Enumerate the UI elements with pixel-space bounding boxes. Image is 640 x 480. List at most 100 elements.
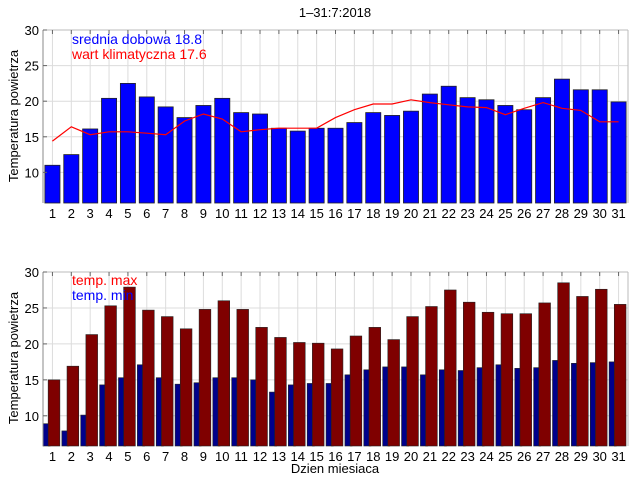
x-tick-label: 23 — [460, 449, 474, 464]
bar-max — [538, 302, 551, 447]
bar-mean — [403, 110, 419, 204]
bar-mean — [591, 89, 608, 204]
x-tick-label: 26 — [517, 206, 531, 221]
bar-max — [47, 379, 61, 447]
x-tick-label: 20 — [404, 449, 418, 464]
bar-max — [519, 313, 532, 447]
x-tick-label: 1 — [49, 206, 56, 221]
bar-mean — [233, 112, 250, 204]
y-tick-label: 15 — [25, 130, 39, 145]
x-tick-label: 2 — [68, 449, 75, 464]
bar-mean — [459, 97, 476, 204]
bar-mean — [516, 109, 533, 204]
x-tick-label: 7 — [162, 206, 169, 221]
bar-max — [104, 305, 117, 447]
bar-max — [198, 309, 212, 447]
bar-max — [387, 339, 400, 447]
bar-max — [425, 306, 438, 447]
y-tick-label: 20 — [25, 94, 39, 109]
bar-mean — [497, 105, 514, 204]
legend-mean: srednia dobowa 18.8 — [72, 31, 202, 47]
x-tick-label: 28 — [555, 206, 569, 221]
y-tick-label: 30 — [25, 265, 39, 280]
bar-mean — [308, 127, 325, 204]
y-tick-label: 25 — [25, 301, 39, 316]
bar-max — [481, 311, 495, 447]
bar-mean — [554, 78, 570, 204]
bar-mean — [63, 154, 80, 204]
bar-mean — [119, 82, 136, 204]
x-tick-label: 24 — [479, 206, 493, 221]
bar-mean — [327, 127, 344, 204]
x-tick-label: 12 — [253, 206, 267, 221]
x-tick-label: 26 — [517, 449, 531, 464]
bar-max — [123, 286, 136, 447]
bar-max — [217, 300, 231, 447]
bar-mean — [82, 128, 99, 204]
x-tick-label: 13 — [272, 206, 286, 221]
bar-max — [595, 288, 608, 447]
bar-mean — [252, 113, 268, 204]
x-tick-label: 18 — [366, 206, 380, 221]
bar-max — [406, 316, 419, 447]
bar-max — [463, 301, 476, 447]
bar-mean — [157, 106, 174, 204]
y-tick-label: 15 — [25, 373, 39, 388]
x-tick-label: 17 — [347, 206, 361, 221]
bar-max — [330, 348, 344, 447]
x-tick-label: 3 — [87, 206, 94, 221]
x-tick-label: 2 — [68, 206, 75, 221]
bar-mean — [289, 130, 306, 204]
x-tick-label: 6 — [143, 449, 150, 464]
bar-max — [274, 337, 287, 447]
x-tick-label: 1 — [49, 449, 56, 464]
x-tick-label: 7 — [162, 449, 169, 464]
x-tick-label: 30 — [592, 449, 606, 464]
x-tick-label: 19 — [385, 206, 399, 221]
bar-max — [557, 282, 570, 447]
bar-max — [368, 327, 381, 447]
bar-mean — [384, 115, 401, 204]
bar-mean — [440, 85, 457, 204]
bar-max — [293, 342, 306, 447]
bar-max — [613, 304, 627, 447]
bar-max — [161, 316, 174, 447]
x-tick-label: 29 — [574, 206, 588, 221]
x-tick-label: 18 — [366, 449, 380, 464]
x-tick-label: 15 — [309, 206, 323, 221]
y-tick-label: 20 — [25, 337, 39, 352]
bar-mean — [610, 101, 627, 204]
bar-mean — [101, 97, 117, 204]
bar-max — [255, 327, 268, 447]
bar-max — [142, 309, 155, 447]
x-tick-label: 11 — [234, 449, 248, 464]
bar-mean — [138, 96, 155, 204]
y-tick-label: 10 — [25, 409, 39, 424]
x-tick-label: 31 — [611, 449, 625, 464]
legend-max: temp. max — [72, 272, 137, 288]
y-tick-label: 10 — [25, 165, 39, 180]
bar-max — [444, 289, 457, 447]
x-tick-label: 10 — [215, 449, 229, 464]
bar-mean — [195, 105, 212, 204]
x-tick-label: 29 — [574, 449, 588, 464]
legend-min: temp. min — [72, 287, 133, 303]
bar-max — [179, 328, 193, 447]
bar-mean — [365, 112, 382, 204]
bar-mean — [270, 127, 287, 204]
x-tick-label: 4 — [105, 449, 112, 464]
bar-mean — [421, 93, 438, 204]
x-tick-label: 20 — [404, 206, 418, 221]
x-tick-label: 21 — [423, 449, 437, 464]
x-tick-label: 22 — [441, 206, 455, 221]
bar-mean — [346, 122, 363, 204]
x-tick-label: 27 — [536, 206, 550, 221]
legend-climate: wart klimatyczna 17.6 — [71, 46, 207, 62]
x-tick-label: 4 — [105, 206, 112, 221]
x-tick-label: 17 — [347, 449, 361, 464]
bar-mean — [44, 164, 61, 204]
bar-mean — [176, 117, 193, 204]
x-tick-label: 24 — [479, 449, 493, 464]
